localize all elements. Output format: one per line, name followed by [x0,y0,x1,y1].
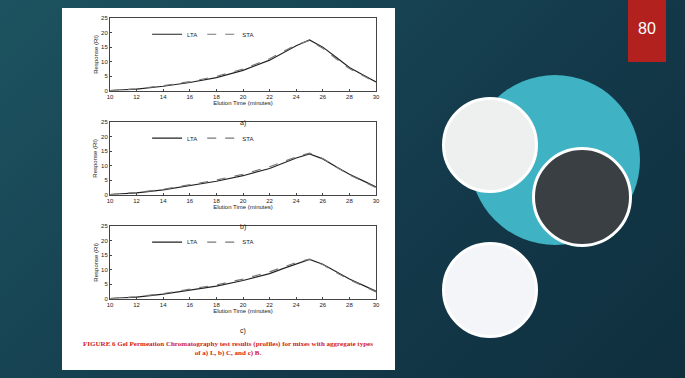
svg-text:25: 25 [101,223,108,229]
svg-text:22: 22 [266,198,273,204]
html-text:FIGURE 6 Gel Permeation Chroma: FIGURE 6 Gel Permeation Chromatography t… [83,340,373,357]
svg-text:LTA: LTA [187,136,197,142]
svg-text:20: 20 [240,302,247,308]
svg-text:18: 18 [213,94,220,100]
svg-text:18: 18 [213,302,220,308]
svg-text:24: 24 [293,198,300,204]
svg-text:20: 20 [240,94,247,100]
svg-text:20: 20 [101,30,108,36]
svg-text:STA: STA [242,32,253,38]
svg-text:30: 30 [373,302,380,308]
svg-text:20: 20 [101,238,108,244]
svg-text:14: 14 [160,302,167,308]
svg-text:c): c) [240,327,246,335]
svg-text:b): b) [240,223,246,231]
svg-text:10: 10 [101,59,108,65]
svg-text:28: 28 [346,94,353,100]
svg-text:26: 26 [319,302,326,308]
svg-text:10: 10 [101,267,108,273]
svg-text:15: 15 [101,148,108,154]
svg-text:26: 26 [319,198,326,204]
svg-text:12: 12 [133,94,140,100]
svg-text:10: 10 [101,163,108,169]
svg-text:15: 15 [101,252,108,258]
svg-text:Response (RI): Response (RI) [93,243,99,282]
svg-text:10: 10 [107,302,114,308]
svg-text:14: 14 [160,94,167,100]
svg-text:18: 18 [213,198,220,204]
svg-text:28: 28 [346,198,353,204]
svg-text:20: 20 [101,134,108,140]
svg-text:26: 26 [319,94,326,100]
svg-text:LTA: LTA [187,32,197,38]
svg-text:14: 14 [160,198,167,204]
svg-text:25: 25 [101,15,108,21]
svg-text:Response (RI): Response (RI) [93,35,99,74]
svg-text:Elution Time (minutes): Elution Time (minutes) [213,204,273,210]
svg-text:0: 0 [104,296,108,302]
svg-text:5: 5 [104,281,108,287]
svg-text:0: 0 [104,192,108,198]
svg-text:22: 22 [266,94,273,100]
svg-text:30: 30 [373,198,380,204]
svg-text:16: 16 [186,94,193,100]
svg-text:16: 16 [186,198,193,204]
svg-text:24: 24 [293,302,300,308]
svg-text:STA: STA [242,239,253,245]
svg-text:a): a) [240,119,246,127]
svg-text:12: 12 [133,198,140,204]
svg-text:0: 0 [104,88,108,94]
svg-text:30: 30 [373,94,380,100]
svg-text:25: 25 [101,119,108,125]
svg-text:12: 12 [133,302,140,308]
svg-text:16: 16 [186,302,193,308]
svg-text:28: 28 [346,302,353,308]
svg-text:Elution Time (minutes): Elution Time (minutes) [213,308,273,314]
svg-text:LTA: LTA [187,239,197,245]
svg-text:15: 15 [101,44,108,50]
svg-text:5: 5 [104,73,108,79]
svg-text:10: 10 [107,94,114,100]
svg-text:STA: STA [242,136,253,142]
html-text:80: 80 [638,20,656,37]
svg-text:Response (RI): Response (RI) [93,139,99,178]
svg-text:22: 22 [266,302,273,308]
svg-text:20: 20 [240,198,247,204]
svg-text:5: 5 [104,177,108,183]
svg-text:24: 24 [293,94,300,100]
svg-text:Elution Time (minutes): Elution Time (minutes) [213,100,273,106]
svg-text:10: 10 [107,198,114,204]
